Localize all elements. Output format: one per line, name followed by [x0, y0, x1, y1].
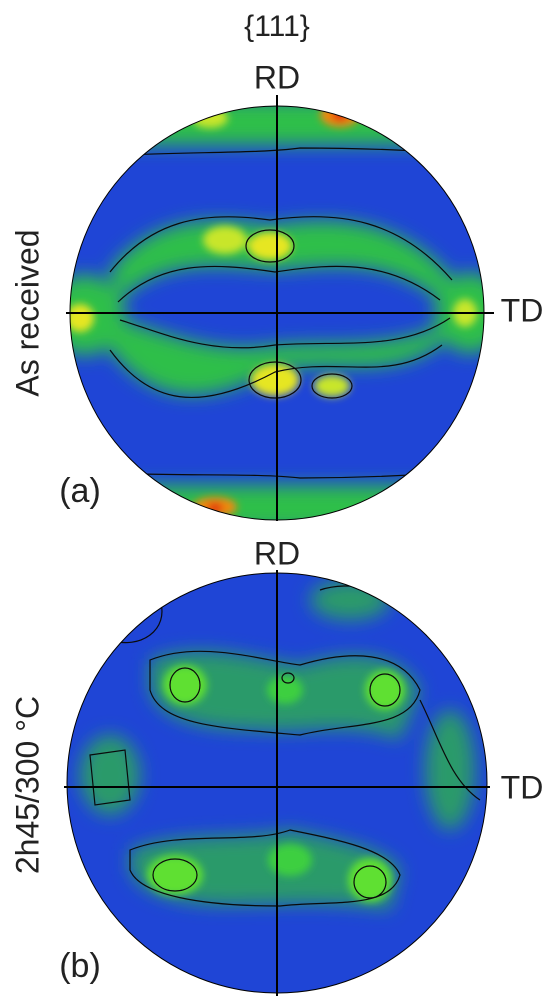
pole-figure-a	[66, 95, 494, 521]
rd-label: RD	[254, 59, 300, 95]
condition-label: As received	[9, 229, 45, 396]
pole-figure-b	[64, 570, 490, 996]
panel-label: (b)	[59, 947, 101, 985]
td-label: TD	[501, 769, 544, 805]
panel-label: (a)	[59, 472, 101, 510]
rd-label: RD	[254, 535, 300, 571]
figure-title: {111}	[244, 10, 310, 43]
td-label: TD	[501, 292, 544, 328]
condition-label: 2h45/300 °C	[9, 696, 45, 874]
